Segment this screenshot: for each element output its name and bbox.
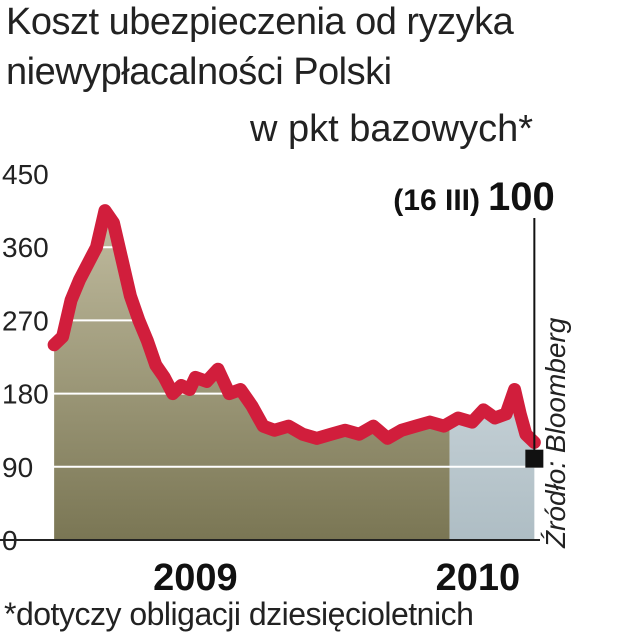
- y-tick-label: 90: [2, 452, 33, 483]
- y-tick-label: 180: [2, 379, 49, 410]
- x-tick-label: 2009: [153, 557, 238, 599]
- y-tick-label: 450: [2, 159, 49, 190]
- unit-label: w pkt bazowych*: [250, 108, 534, 150]
- annotation-marker: [525, 449, 544, 468]
- chart-title-line-1: Koszt ubezpieczenia od ryzyka: [6, 1, 514, 43]
- x-tick-label: 2010: [436, 557, 521, 599]
- footnote: *dotyczy obligacji dziesięcioletnich: [4, 596, 474, 632]
- y-tick-label: 270: [2, 305, 49, 336]
- chart-title-line-2: niewypłacalności Polski: [6, 51, 392, 93]
- series-line: [47, 204, 541, 449]
- y-tick-label: 0: [2, 525, 18, 556]
- source-label: Źródło: Bloomberg: [540, 317, 571, 548]
- annotation-value: 100: [488, 175, 555, 219]
- area-fill-bluegrey: [449, 210, 535, 540]
- annotation-date: (16 III): [393, 184, 480, 217]
- y-tick-label: 360: [2, 232, 49, 263]
